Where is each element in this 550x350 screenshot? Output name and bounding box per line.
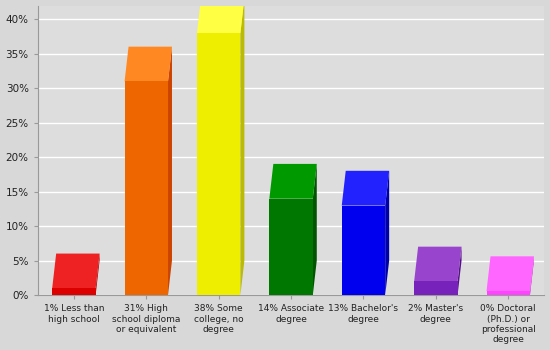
Polygon shape — [270, 164, 317, 199]
Polygon shape — [197, 0, 244, 33]
Polygon shape — [342, 171, 389, 205]
Bar — [197, 33, 240, 295]
Bar — [52, 288, 96, 295]
Polygon shape — [168, 47, 172, 295]
Polygon shape — [385, 171, 389, 295]
Bar — [270, 199, 313, 295]
Polygon shape — [313, 164, 317, 295]
Bar — [414, 281, 458, 295]
Polygon shape — [530, 256, 534, 295]
Polygon shape — [458, 247, 461, 295]
Polygon shape — [414, 247, 461, 281]
Bar — [342, 205, 385, 295]
Polygon shape — [487, 256, 534, 291]
Bar — [487, 291, 530, 295]
Polygon shape — [52, 253, 100, 288]
Bar — [125, 82, 168, 295]
Polygon shape — [240, 0, 244, 295]
Polygon shape — [125, 47, 172, 82]
Polygon shape — [96, 253, 100, 295]
